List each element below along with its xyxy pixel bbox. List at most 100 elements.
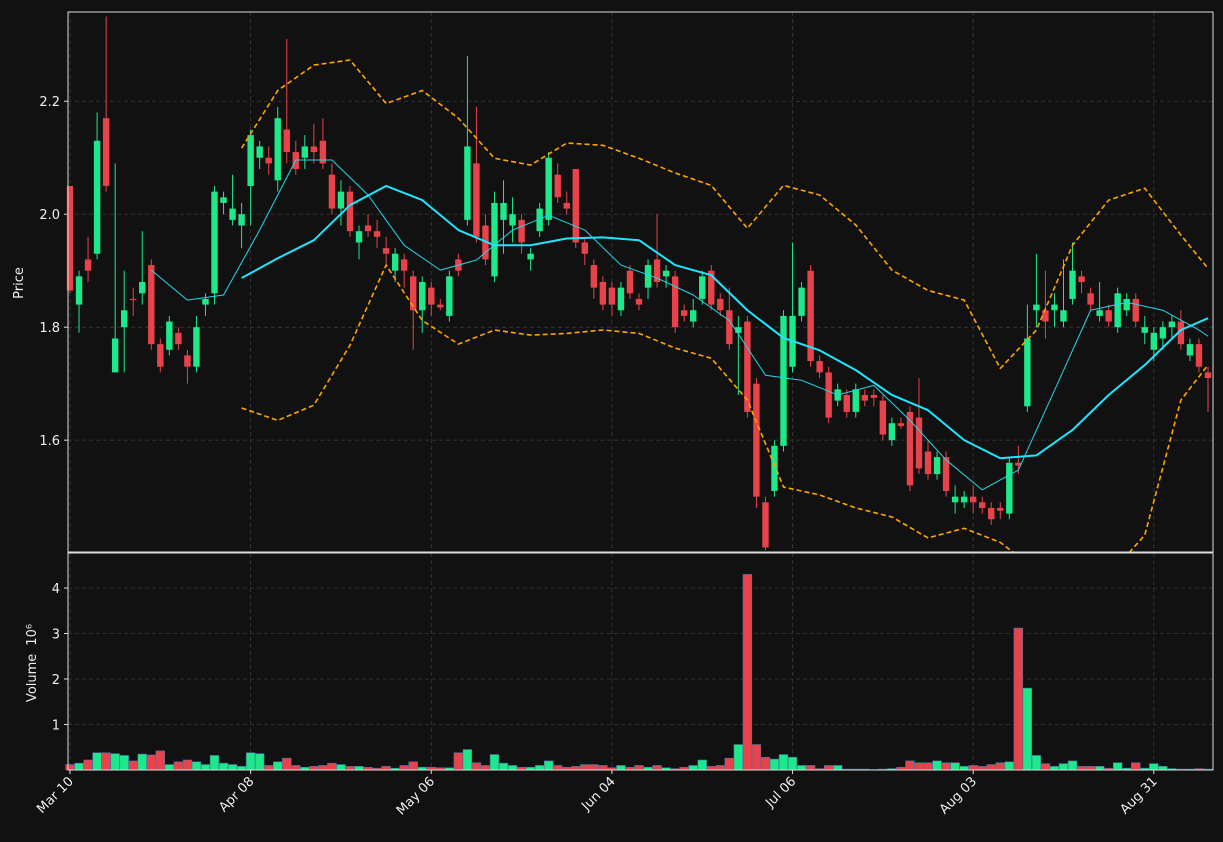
candle-body: [400, 259, 408, 271]
price-panel-frame: [67, 11, 1214, 553]
candle-body: [816, 361, 823, 373]
candle-body: [66, 185, 74, 291]
candle-body: [139, 282, 146, 294]
candle-body: [102, 118, 110, 186]
candle-body: [1150, 332, 1158, 350]
candle-body: [491, 202, 498, 277]
volume-bar: [553, 765, 563, 771]
candle-body: [1168, 321, 1176, 328]
candle-body: [988, 507, 995, 520]
candle-body: [301, 146, 309, 158]
candle-body: [726, 310, 733, 345]
volume-bar: [796, 765, 807, 771]
volume-bar: [1094, 766, 1105, 771]
volume-bar: [273, 761, 283, 771]
candle-body: [382, 248, 390, 254]
candle-body: [689, 310, 697, 322]
volume-bar: [914, 762, 924, 771]
volume-bar: [182, 759, 193, 771]
volume-bar: [164, 764, 175, 771]
volume-bar: [101, 752, 111, 771]
candle-body: [590, 265, 598, 288]
volume-bar: [778, 754, 789, 771]
volume-bar: [137, 753, 147, 771]
candle-body: [211, 191, 218, 294]
candle-body: [157, 344, 164, 367]
candle-body: [328, 174, 336, 209]
candle-body: [626, 270, 634, 294]
candle-body: [509, 214, 516, 226]
candle-body: [699, 276, 706, 299]
volume-scale: 10⁶: [25, 624, 40, 646]
volume-bar: [218, 762, 229, 771]
volume-bar: [462, 749, 473, 771]
candle-body: [1060, 310, 1067, 322]
candle-body: [1141, 327, 1148, 333]
candle-body: [662, 270, 670, 277]
candle-body: [527, 253, 534, 260]
volume-bar: [571, 766, 581, 771]
candle-body: [897, 423, 905, 427]
candle-body: [1114, 293, 1121, 328]
volume-bar: [507, 765, 518, 771]
volume-tick-label: 4: [52, 582, 60, 597]
volume-bar: [534, 765, 545, 771]
candle-body: [1024, 338, 1031, 407]
candle-body: [933, 457, 941, 475]
candle-body: [563, 202, 570, 209]
candle-body: [220, 197, 227, 203]
volume-bar: [697, 759, 707, 771]
candle-body: [446, 276, 453, 316]
volume-tick-label: 3: [52, 628, 60, 643]
volume-bar: [200, 764, 211, 771]
volume-tick-label: 2: [52, 673, 60, 688]
volume-bar: [327, 762, 337, 771]
candle-body: [960, 496, 968, 503]
volume-bar: [1058, 763, 1069, 771]
candle-body: [437, 304, 444, 308]
volume-panel-frame: [67, 552, 1214, 771]
volume-bar: [1149, 763, 1159, 771]
volume-bar: [616, 765, 626, 771]
volume-bar: [715, 765, 725, 771]
volume-bar: [787, 756, 798, 771]
volume-bar: [688, 765, 698, 771]
candle-body: [771, 445, 778, 491]
candle-body: [653, 259, 661, 282]
volume-bar: [498, 762, 509, 771]
candle-body: [238, 214, 245, 226]
candle-body: [1069, 270, 1076, 299]
volume-bar: [291, 765, 301, 771]
y-tick-label: 1.6: [39, 434, 60, 449]
candle-body: [888, 423, 896, 441]
volume-bar: [128, 760, 138, 771]
volume-bar: [245, 752, 256, 771]
volume-bar: [968, 765, 978, 771]
candle-body: [861, 394, 868, 401]
volume-tick-label: 1: [52, 719, 60, 734]
volume-bar: [1158, 766, 1168, 771]
candle-body: [708, 270, 715, 305]
candle-body: [852, 389, 859, 412]
candle-body: [93, 140, 101, 254]
volume-bar: [146, 754, 156, 771]
overlay-line: [150, 159, 1209, 491]
volume-bar: [1067, 760, 1078, 771]
candle-body: [428, 287, 435, 305]
candle-body: [1123, 298, 1130, 311]
candle-body: [229, 208, 236, 220]
candle-body: [744, 321, 751, 412]
candle-body: [410, 276, 417, 311]
candle-body: [1105, 310, 1112, 322]
volume-bar: [995, 762, 1005, 771]
candle-body: [825, 372, 832, 418]
volume-bar: [580, 764, 590, 771]
candle-body: [464, 146, 471, 220]
overlay-line: [241, 184, 1209, 460]
candle-body: [1042, 310, 1049, 322]
candle-body: [753, 383, 760, 497]
volume-bar: [941, 762, 951, 771]
volume-bar: [751, 744, 762, 771]
candle-body: [346, 191, 354, 232]
